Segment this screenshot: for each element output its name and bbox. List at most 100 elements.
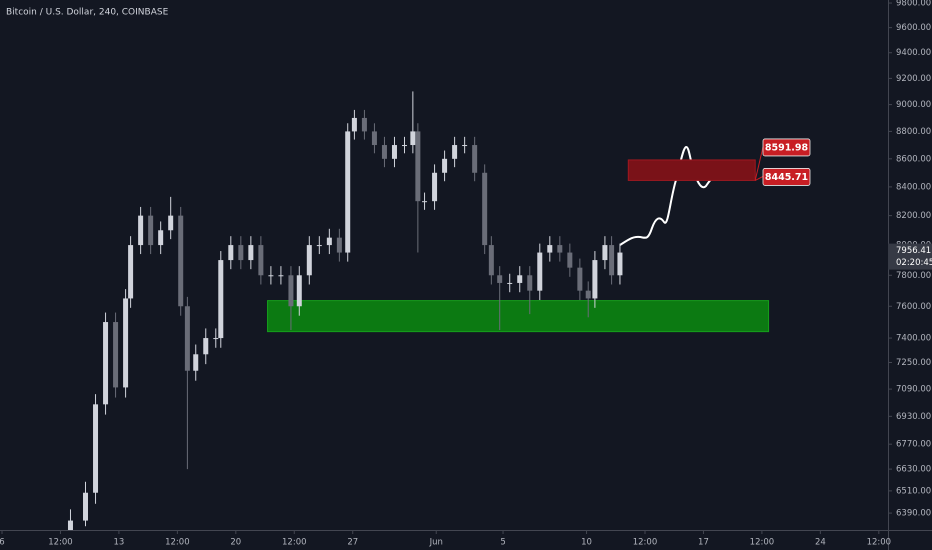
candle-body	[228, 245, 234, 261]
candle-body	[123, 298, 129, 388]
zone	[267, 300, 770, 333]
candle-body	[103, 322, 109, 405]
candle-body	[585, 290, 591, 299]
candle-body	[381, 145, 387, 159]
candle-body	[148, 215, 154, 246]
candle-body	[497, 275, 503, 283]
zone-label-leader	[754, 175, 764, 181]
candle-body	[351, 117, 357, 132]
x-tick-label: 13	[113, 538, 124, 548]
y-tick-label: 9600.00	[896, 23, 931, 33]
zone-label-leader	[754, 146, 764, 181]
x-tick-label: 12:00	[282, 538, 307, 548]
last-price-box	[888, 243, 932, 270]
zone	[627, 159, 756, 181]
y-tick-label: 6630.00	[896, 465, 931, 475]
candle-body	[278, 275, 284, 277]
x-tick-label: 6	[0, 538, 5, 548]
x-tick-label: 12:00	[165, 538, 190, 548]
zone-label: 8445.71	[765, 172, 808, 183]
x-tick-label: 12:00	[867, 538, 892, 548]
candle-body	[288, 275, 294, 307]
y-tick-label: 8400.00	[896, 182, 931, 192]
candle-body	[557, 245, 563, 253]
candle-body	[138, 215, 144, 246]
candle-body	[268, 275, 274, 277]
x-tick-label: 12:00	[633, 538, 658, 548]
candle-body	[128, 245, 134, 299]
candle-body	[617, 252, 623, 276]
y-tick-label: 7400.00	[896, 334, 931, 344]
y-tick-label: 7090.00	[896, 385, 931, 395]
candle-body	[238, 245, 244, 261]
y-tick-label: 9200.00	[896, 74, 931, 84]
candle-body	[67, 520, 73, 530]
candle-body	[203, 338, 209, 355]
y-tick-label: 8600.00	[896, 154, 931, 164]
candle-body	[168, 215, 174, 231]
candle-body	[415, 131, 421, 202]
countdown: 02:20:45	[896, 258, 932, 268]
candle-body	[296, 275, 302, 307]
candle-body	[547, 245, 553, 253]
candle-body	[527, 275, 533, 291]
candle-body	[93, 404, 99, 493]
y-tick-label: 9400.00	[896, 48, 931, 58]
candle-body	[218, 260, 224, 339]
chart-title: Bitcoin / U.S. Dollar, 240, COINBASE	[6, 8, 169, 18]
candle-body	[410, 131, 416, 146]
candle-body	[402, 145, 408, 147]
y-tick-label: 8800.00	[896, 127, 931, 137]
candle-body	[537, 252, 543, 291]
x-tick-label: Jun	[429, 538, 443, 548]
candle-body	[507, 282, 513, 284]
candle-body	[602, 245, 608, 261]
x-tick-label: 10	[581, 538, 592, 548]
y-tick-label: 7250.00	[896, 358, 931, 368]
candle-body	[213, 338, 219, 340]
candle-body	[609, 245, 615, 276]
x-tick-label: 27	[347, 538, 358, 548]
candle-body	[442, 158, 448, 173]
y-tick-label: 6390.00	[896, 509, 931, 519]
candle-body	[258, 245, 264, 276]
candle-body	[158, 230, 164, 246]
candle-body	[577, 267, 583, 291]
candle-body	[306, 245, 312, 276]
candle-body	[336, 237, 342, 253]
zone-label: 8591.98	[765, 142, 809, 153]
last-price: 7956.41	[896, 246, 931, 256]
candle-body	[113, 322, 119, 388]
candle-body	[316, 245, 322, 247]
candle-body	[184, 306, 190, 371]
zone-label-box	[762, 168, 811, 186]
x-tick-label: 17	[698, 538, 709, 548]
candle-body	[592, 260, 598, 299]
y-tick-label: 9000.00	[896, 100, 931, 110]
candle-body	[432, 172, 438, 202]
candle-body	[422, 201, 428, 203]
x-tick-label: 20	[230, 538, 241, 548]
x-tick-label: 12:00	[48, 538, 73, 548]
candle-body	[472, 145, 478, 173]
candle-body	[391, 145, 397, 159]
x-tick-label: 24	[815, 538, 826, 548]
y-tick-label: 7800.00	[896, 271, 931, 281]
candle-body	[371, 131, 377, 146]
y-tick-label: 8200.00	[896, 211, 931, 221]
candle-body	[482, 172, 488, 246]
candle-body	[462, 145, 468, 147]
candle-body	[326, 237, 332, 246]
candle-body	[567, 252, 573, 268]
y-tick-label: 9800.00	[896, 0, 931, 9]
candle-body	[178, 215, 184, 307]
x-tick-label: 5	[500, 538, 505, 548]
y-tick-label: 6930.00	[896, 412, 931, 422]
candle-body	[248, 245, 254, 261]
y-tick-label: 7600.00	[896, 302, 931, 312]
candle-body	[452, 145, 458, 159]
candle-body	[345, 131, 351, 253]
candle-body	[517, 275, 523, 283]
